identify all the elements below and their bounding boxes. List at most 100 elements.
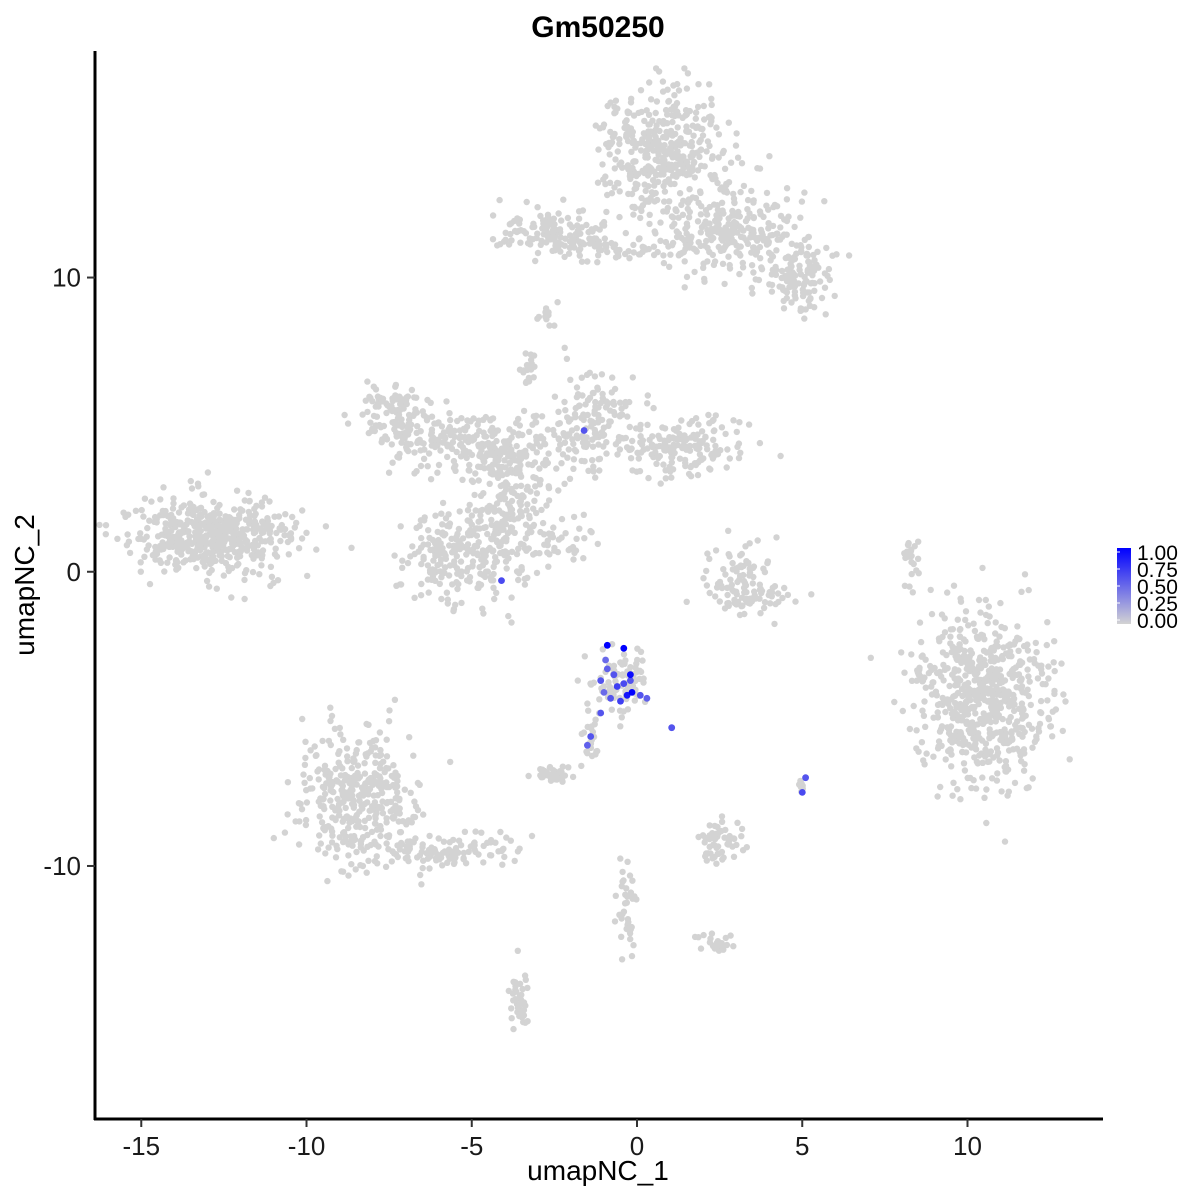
cell-point	[424, 855, 432, 862]
cell-point	[633, 172, 640, 180]
cell-point	[285, 532, 293, 539]
cell-point	[393, 582, 400, 589]
y-tick-label: 0	[67, 557, 81, 587]
cell-point	[481, 573, 489, 581]
cell-point	[766, 153, 773, 160]
cell-point	[933, 669, 941, 677]
cell-point	[529, 461, 536, 469]
cell-point	[810, 251, 817, 259]
cell-point	[758, 266, 766, 273]
cell-point	[505, 987, 512, 995]
cell-point	[202, 550, 210, 557]
cell-point	[502, 443, 510, 450]
cell-point	[673, 99, 681, 107]
cell-point	[490, 443, 497, 450]
cell-point	[671, 92, 678, 99]
cell-point	[456, 508, 463, 515]
cell-point	[558, 460, 565, 467]
cell-point	[740, 182, 748, 190]
cell-point	[380, 758, 387, 765]
cell-point	[566, 221, 574, 228]
cell-point	[307, 747, 314, 754]
cell-point	[371, 770, 378, 777]
cell-point	[439, 862, 446, 869]
cell-point	[344, 814, 351, 822]
cell-point	[444, 443, 451, 450]
cell-point	[642, 151, 649, 159]
cell-point	[177, 548, 185, 555]
cell-point	[706, 465, 713, 472]
cell-point	[376, 765, 384, 772]
cell-point	[594, 259, 601, 266]
cell-point	[233, 487, 241, 494]
cell-point	[499, 463, 506, 471]
cell-point	[528, 364, 536, 371]
cell-point	[553, 465, 560, 472]
cell-point	[284, 779, 292, 786]
cell-point	[595, 456, 602, 463]
cell-point	[901, 669, 908, 676]
cell-point	[282, 511, 289, 518]
cell-point	[561, 253, 568, 261]
cell-point	[753, 248, 761, 255]
cell-point	[482, 524, 489, 531]
cell-point	[1024, 647, 1032, 654]
cell-point	[908, 552, 915, 560]
cell-point	[507, 230, 514, 238]
cell-point	[523, 486, 531, 493]
cell-point	[683, 598, 690, 605]
cell-point	[766, 600, 774, 607]
cell-point	[947, 640, 954, 647]
cell-point	[502, 534, 509, 542]
cell-point	[546, 322, 553, 329]
cell-point	[439, 545, 446, 552]
cell-point	[981, 677, 989, 685]
cell-point	[1020, 642, 1028, 650]
x-tick-label: 10	[953, 1131, 982, 1161]
cell-point	[453, 553, 460, 560]
cell-point	[510, 516, 518, 523]
cell-point	[669, 118, 676, 126]
cell-point	[242, 516, 250, 523]
cell-point	[986, 729, 994, 737]
cell-point	[1045, 663, 1052, 670]
cell-point	[258, 503, 266, 510]
cell-point	[588, 752, 596, 760]
cell-point	[335, 801, 343, 808]
cell-point	[170, 495, 177, 502]
cell-point	[646, 79, 653, 86]
cell-point	[534, 204, 541, 211]
cell-point	[170, 518, 177, 525]
cell-point	[477, 570, 484, 577]
cell-point	[954, 616, 961, 623]
cell-point	[581, 653, 588, 660]
cell-point	[771, 583, 779, 590]
cell-point	[324, 767, 331, 775]
cell-point	[382, 433, 389, 440]
cell-point	[1049, 733, 1056, 740]
x-tick-label: -15	[122, 1131, 160, 1161]
cell-point	[160, 484, 167, 491]
expressing-cell-point	[597, 677, 605, 684]
cell-point	[379, 798, 386, 805]
cell-point	[721, 244, 728, 251]
cell-point	[402, 432, 409, 439]
cell-point	[226, 554, 233, 561]
cell-point	[686, 142, 693, 149]
cell-point	[754, 237, 761, 244]
cell-point	[919, 676, 926, 683]
cell-point	[913, 745, 920, 752]
cell-point	[738, 550, 745, 558]
cell-point	[368, 828, 376, 836]
cell-point	[703, 582, 711, 589]
cell-point	[706, 939, 714, 946]
cell-point	[325, 844, 332, 851]
cell-point	[459, 476, 466, 483]
cell-point	[982, 746, 989, 753]
cell-point	[396, 805, 403, 812]
cell-point	[330, 788, 337, 796]
cell-point	[446, 855, 453, 862]
cell-point	[660, 443, 667, 450]
cell-point	[591, 410, 598, 417]
cell-point	[713, 124, 720, 131]
